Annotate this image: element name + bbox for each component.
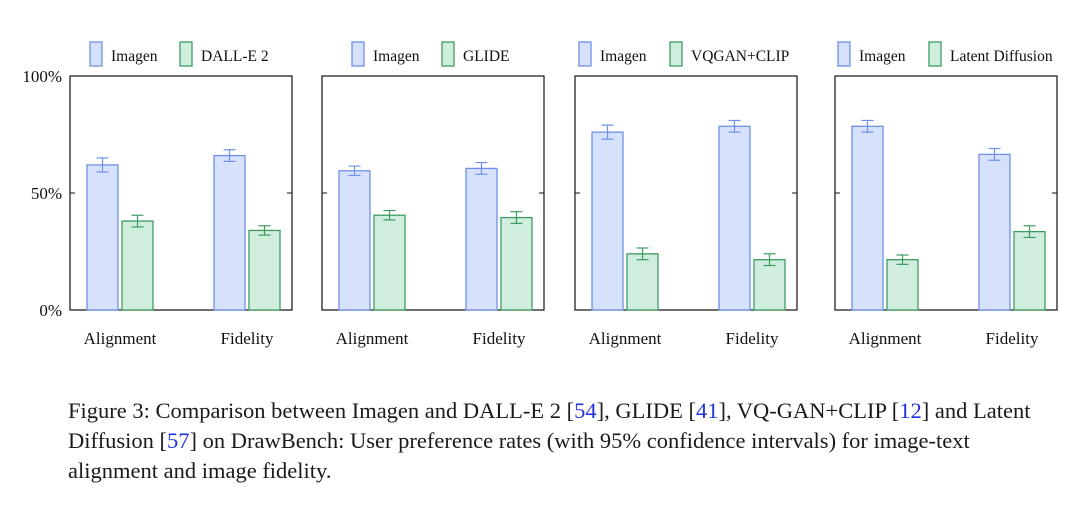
y-tick-label: 100%	[22, 67, 62, 86]
legend-swatch-imagen	[837, 41, 851, 67]
legend-label: VQGAN+CLIP	[691, 48, 789, 65]
citation-12[interactable]: 12	[899, 398, 922, 423]
bar-imagen-alignment	[591, 131, 624, 311]
chart-panel-3: Alignment Fidelity Imagen VQGAN+CLIP	[574, 41, 798, 348]
bar-dall-e-2-alignment	[121, 220, 154, 311]
legend-swatch-imagen	[351, 41, 365, 67]
bar-imagen-alignment	[86, 164, 119, 311]
chart-panel-4: Alignment Fidelity Imagen Latent Diffusion	[834, 41, 1058, 348]
bar-vqgan-clip-alignment	[626, 253, 659, 311]
x-tick-label: Alignment	[849, 329, 922, 348]
bar-vqgan-clip-fidelity	[753, 259, 786, 311]
citation-57[interactable]: 57	[166, 428, 190, 453]
figure: 0% 50% 100% Alignment Fidelity Imagen DALL-E 2…	[22, 41, 1058, 348]
legend-label: Latent Diffusion	[950, 48, 1053, 65]
bar-imagen-fidelity	[213, 154, 246, 311]
y-tick-label: 0%	[39, 301, 62, 320]
legend-label: Imagen	[600, 48, 647, 65]
chart-panel-1: 0% 50% 100% Alignment Fidelity Imagen DALL-E 2	[22, 41, 293, 348]
bar-imagen-fidelity	[718, 125, 751, 311]
caption-text-4: ] and Latent Diffusion [	[68, 398, 1031, 453]
bar-dall-e-2-fidelity	[248, 229, 281, 311]
bar-latent-diffusion-fidelity	[1013, 230, 1046, 311]
bar-imagen-fidelity	[978, 153, 1011, 311]
legend-swatch-imagen	[89, 41, 103, 67]
bar-imagen-alignment	[338, 170, 371, 311]
caption-text-5: ] on DrawBench: User preference rates (w…	[68, 428, 970, 483]
legend-swatch-vqgan-clip	[669, 41, 683, 67]
legend: Imagen GLIDE	[351, 41, 510, 67]
bar-imagen-alignment	[851, 125, 884, 311]
x-tick-label: Alignment	[336, 329, 409, 348]
legend-swatch-dall-e-2	[179, 41, 193, 67]
legend-label: Imagen	[111, 48, 158, 65]
x-tick-label: Alignment	[84, 329, 157, 348]
legend-label: DALL-E 2	[201, 48, 269, 65]
x-tick-label: Fidelity	[726, 329, 779, 348]
legend-swatch-imagen	[578, 41, 592, 67]
legend: Imagen VQGAN+CLIP	[578, 41, 789, 67]
x-tick-label: Fidelity	[473, 329, 526, 348]
bar-latent-diffusion-alignment	[886, 259, 919, 311]
bar-glide-alignment	[373, 214, 406, 311]
citation-54[interactable]: 54	[574, 398, 597, 423]
figure-caption: Figure 3: Comparison between Imagen and …	[68, 396, 1043, 486]
chart-panel-2: Alignment Fidelity Imagen GLIDE	[321, 41, 545, 348]
legend-label: GLIDE	[463, 48, 510, 65]
bar-imagen-fidelity	[465, 167, 498, 311]
legend: Imagen Latent Diffusion	[837, 41, 1053, 67]
caption-text-3: ], VQ-GAN+CLIP [	[718, 398, 900, 423]
caption-text-1: Figure 3: Comparison between Imagen and …	[68, 398, 575, 423]
bar-glide-fidelity	[500, 216, 533, 311]
legend-swatch-glide	[441, 41, 455, 67]
x-tick-label: Fidelity	[221, 329, 274, 348]
x-tick-label: Alignment	[589, 329, 662, 348]
y-tick-label: 50%	[31, 184, 62, 203]
x-tick-label: Fidelity	[986, 329, 1039, 348]
citation-41[interactable]: 41	[695, 398, 719, 423]
legend-label: Imagen	[373, 48, 420, 65]
legend: Imagen DALL-E 2	[89, 41, 269, 67]
legend-swatch-latent-diffusion	[928, 41, 942, 67]
caption-text-2: ], GLIDE [	[596, 398, 696, 423]
chart-panels: 0% 50% 100% Alignment Fidelity Imagen DALL-E 2…	[22, 41, 1058, 348]
legend-label: Imagen	[859, 48, 906, 65]
